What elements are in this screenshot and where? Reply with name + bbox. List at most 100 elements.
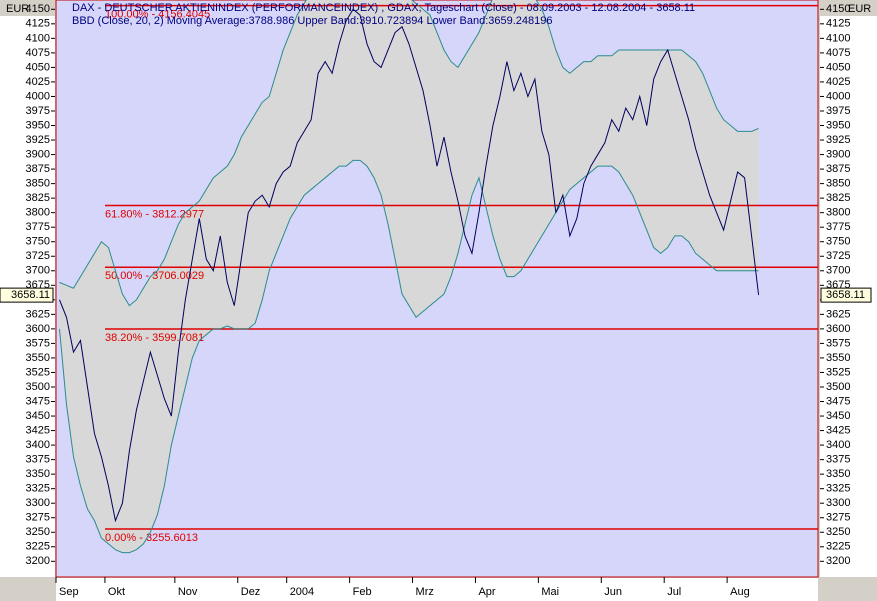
y-tick-label: 4075 — [826, 47, 850, 59]
y-tick-label: 4000 — [26, 90, 50, 102]
y-tick-label: 3325 — [26, 483, 50, 495]
y-tick-label: 3525 — [826, 366, 850, 378]
y-tick-label: 3725 — [826, 250, 850, 262]
y-tick-label: 3325 — [826, 483, 850, 495]
x-tick-label: Aug — [730, 586, 750, 598]
x-axis-panel — [56, 578, 818, 601]
last-price-box — [820, 287, 872, 303]
y-tick-label: 3250 — [826, 526, 850, 538]
y-tick-label: 4075 — [26, 47, 50, 59]
fib-label: 61.80% - 3812.2977 — [105, 208, 204, 220]
y-tick-label: 4025 — [26, 76, 50, 88]
y-tick-label: 3925 — [826, 134, 850, 146]
y-tick-label: 3400 — [826, 439, 850, 451]
y-tick-label: 3475 — [26, 395, 50, 407]
y-tick-label: 3475 — [826, 395, 850, 407]
y-tick-label: 3500 — [826, 381, 850, 393]
y-tick-label: 4025 — [826, 76, 850, 88]
unit-box — [0, 0, 55, 16]
y-tick-label: 4150 — [826, 3, 850, 15]
y-tick-label: 3275 — [826, 512, 850, 524]
y-tick-label: 3875 — [826, 163, 850, 175]
y-tick-label: 3225 — [826, 541, 850, 553]
fib-label: 0.00% - 3255.6013 — [105, 532, 198, 544]
y-tick-label: 3775 — [26, 221, 50, 233]
last-price-label: 3658.11 — [826, 289, 865, 301]
y-tick-label: 3425 — [826, 424, 850, 436]
x-tick-label: Mrz — [416, 586, 434, 598]
y-tick-label: 3750 — [826, 236, 850, 248]
y-tick-label: 3350 — [826, 468, 850, 480]
x-tick-label: Sep — [59, 586, 79, 598]
y-tick-label: 3725 — [26, 250, 50, 262]
y-tick-label: 4050 — [26, 61, 50, 73]
y-tick-label: 3600 — [826, 323, 850, 335]
y-tick-label: 3450 — [826, 410, 850, 422]
y-tick-label: 3950 — [26, 119, 50, 131]
unit-box — [820, 0, 877, 16]
y-tick-label: 3625 — [26, 308, 50, 320]
x-tick-label: 2004 — [290, 586, 314, 598]
y-tick-label: 3975 — [26, 105, 50, 117]
y-tick-label: 3825 — [826, 192, 850, 204]
chart-subtitle: BBD (Close, 20, 2) Moving Average:3788.9… — [72, 15, 552, 27]
y-tick-label: 3625 — [826, 308, 850, 320]
chart-title: DAX - DEUTSCHER AKTIENINDEX (PERFORMANCE… — [72, 2, 695, 14]
y-tick-label: 3800 — [826, 207, 850, 219]
band-line — [58, 159, 759, 554]
y-tick-label: 3525 — [26, 366, 50, 378]
y-tick-label: 3300 — [26, 497, 50, 509]
y-tick-label: 3200 — [26, 555, 50, 567]
last-price-box — [0, 287, 54, 303]
unit-label: EUR — [848, 3, 871, 15]
y-tick-label: 3850 — [826, 178, 850, 190]
y-tick-label: 3350 — [26, 468, 50, 480]
y-tick-label: 3450 — [26, 410, 50, 422]
unit-label: EUR — [6, 3, 29, 15]
y-tick-label: 3950 — [826, 119, 850, 131]
y-tick-label: 3375 — [26, 454, 50, 466]
y-tick-label: 3550 — [26, 352, 50, 364]
y-tick-label: 3825 — [26, 192, 50, 204]
y-tick-label: 3700 — [26, 265, 50, 277]
y-tick-label: 3875 — [26, 163, 50, 175]
y-tick-label: 3425 — [26, 424, 50, 436]
last-price-label: 3658.11 — [11, 289, 50, 301]
y-tick-label: 4100 — [26, 32, 50, 44]
fib-label: 100.00% - 4156.4045 — [105, 8, 210, 20]
y-tick-label: 4125 — [826, 18, 850, 30]
y-tick-label: 3375 — [826, 454, 850, 466]
fib-label: 38.20% - 3599.7081 — [105, 332, 204, 344]
y-tick-label: 3550 — [826, 352, 850, 364]
y-tick-label: 3575 — [26, 337, 50, 349]
y-tick-label: 3975 — [826, 105, 850, 117]
y-tick-label: 3200 — [826, 555, 850, 567]
y-tick-label: 4125 — [26, 18, 50, 30]
y-tick-label: 4000 — [826, 90, 850, 102]
y-tick-label: 3575 — [826, 337, 850, 349]
x-tick-label: Jun — [604, 586, 622, 598]
plot-layer: 100.00% - 4156.4045 61.80% - 3812.2977 50.… — [58, 0, 818, 554]
y-tick-label: 3750 — [26, 236, 50, 248]
x-tick-label: Okt — [108, 586, 125, 598]
x-tick-label: Nov — [178, 586, 198, 598]
y-tick-label: 3300 — [826, 497, 850, 509]
y-tick-label: 3775 — [826, 221, 850, 233]
y-tick-label: 3250 — [26, 526, 50, 538]
y-tick-label: 3600 — [26, 323, 50, 335]
band-line — [59, 0, 759, 307]
y-tick-label: 3500 — [26, 381, 50, 393]
y-tick-label: 3800 — [26, 207, 50, 219]
y-tick-label: 3900 — [826, 148, 850, 160]
band-fill — [59, 0, 759, 553]
y-tick-label: 3850 — [26, 178, 50, 190]
x-tick-label: Dez — [241, 586, 261, 598]
y-tick-label: 3925 — [26, 134, 50, 146]
y-tick-label: 3275 — [26, 512, 50, 524]
y-tick-label: 3400 — [26, 439, 50, 451]
x-tick-label: Apr — [478, 586, 495, 598]
y-tick-label: 4050 — [826, 61, 850, 73]
price-line — [59, 8, 760, 523]
